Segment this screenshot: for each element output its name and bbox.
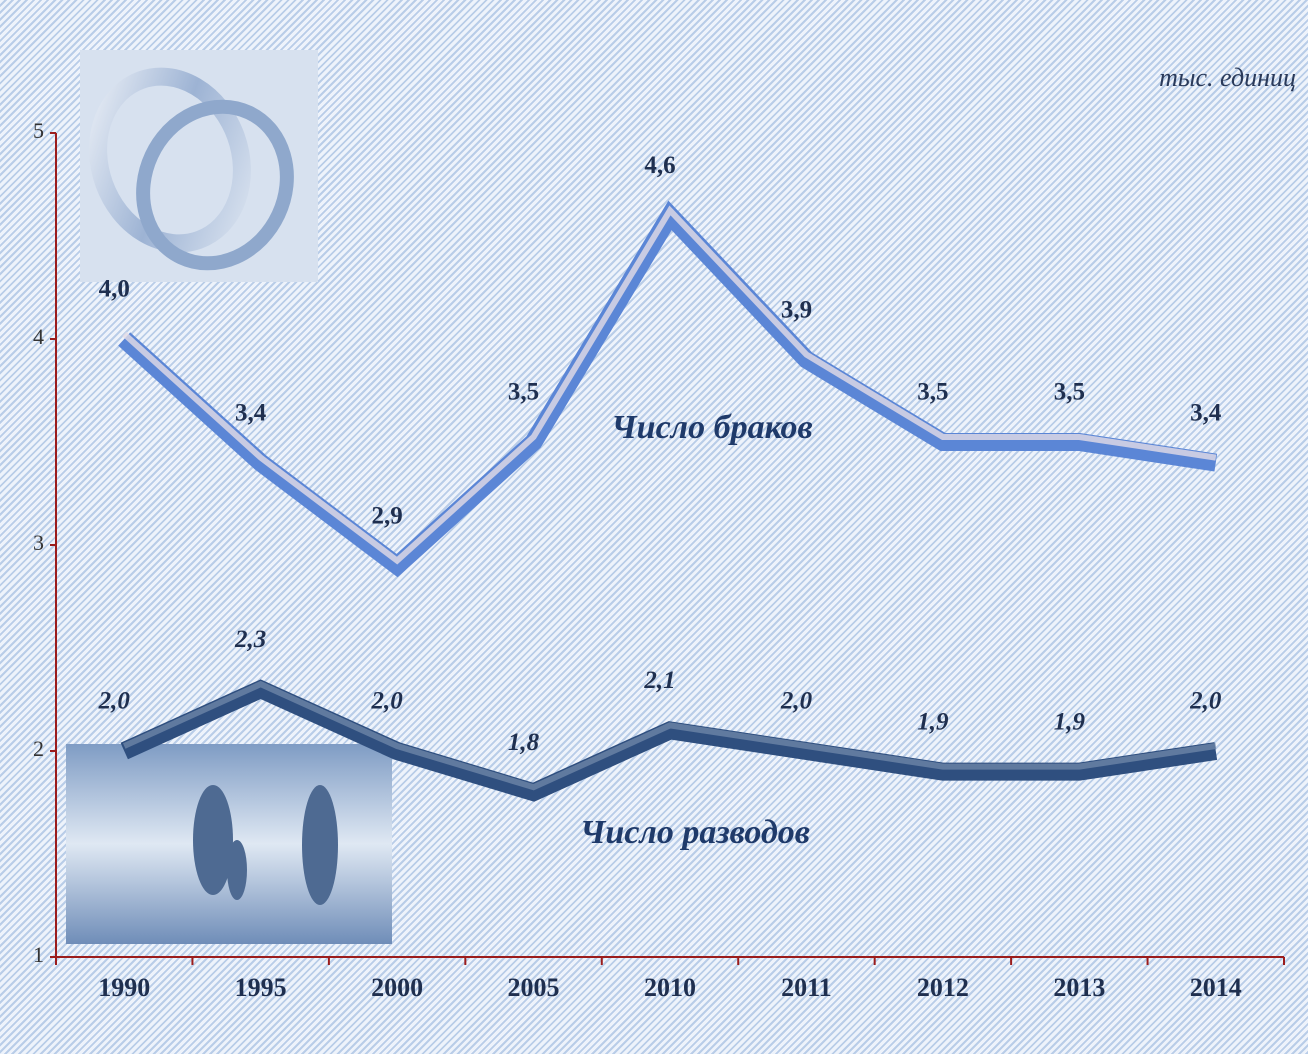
data-label: 1,9 [917,708,949,735]
data-label: 3,4 [1190,399,1222,426]
unit-label: тыс. единиц [1159,63,1296,92]
data-label: 3,5 [917,379,948,406]
x-tick-label: 2012 [917,973,969,1002]
data-label: 2,0 [370,688,403,715]
data-label: 4,6 [644,152,675,179]
series-line [120,679,1218,802]
series-line-highlight [122,205,1217,565]
data-label: 2,9 [371,502,402,529]
x-tick-label: 2011 [781,973,832,1002]
x-tick-label: 2013 [1053,973,1105,1002]
x-tick-label: 2005 [508,973,560,1002]
x-tick-label: 1990 [98,973,150,1002]
series-name: Число браков [611,409,812,446]
data-label: 2,0 [98,688,131,715]
data-label: 3,5 [1054,379,1085,406]
data-label: 2,0 [780,688,813,715]
family-image [66,744,392,944]
data-label: 3,5 [508,379,539,406]
data-label: 2,1 [643,667,675,694]
data-label: 4,0 [99,276,130,303]
data-label: 3,4 [235,399,267,426]
data-label: 2,0 [1189,688,1222,715]
data-label: 1,9 [1054,708,1086,735]
x-tick-label: 1995 [235,973,287,1002]
x-tick-label: 2010 [644,973,696,1002]
y-tick-label: 4 [33,324,44,349]
y-tick-label: 2 [33,736,44,761]
data-label: 3,9 [781,296,812,323]
data-label: 2,3 [234,626,266,653]
y-tick-label: 5 [33,118,44,143]
rings-image [80,50,318,282]
data-label: 1,8 [508,729,540,756]
series-line-highlight [122,680,1217,791]
x-tick-label: 2014 [1190,973,1242,1002]
y-tick-label: 3 [33,530,44,555]
y-tick-label: 1 [33,942,44,967]
x-tick-label: 2000 [371,973,423,1002]
series-name: Число разводов [580,814,810,851]
